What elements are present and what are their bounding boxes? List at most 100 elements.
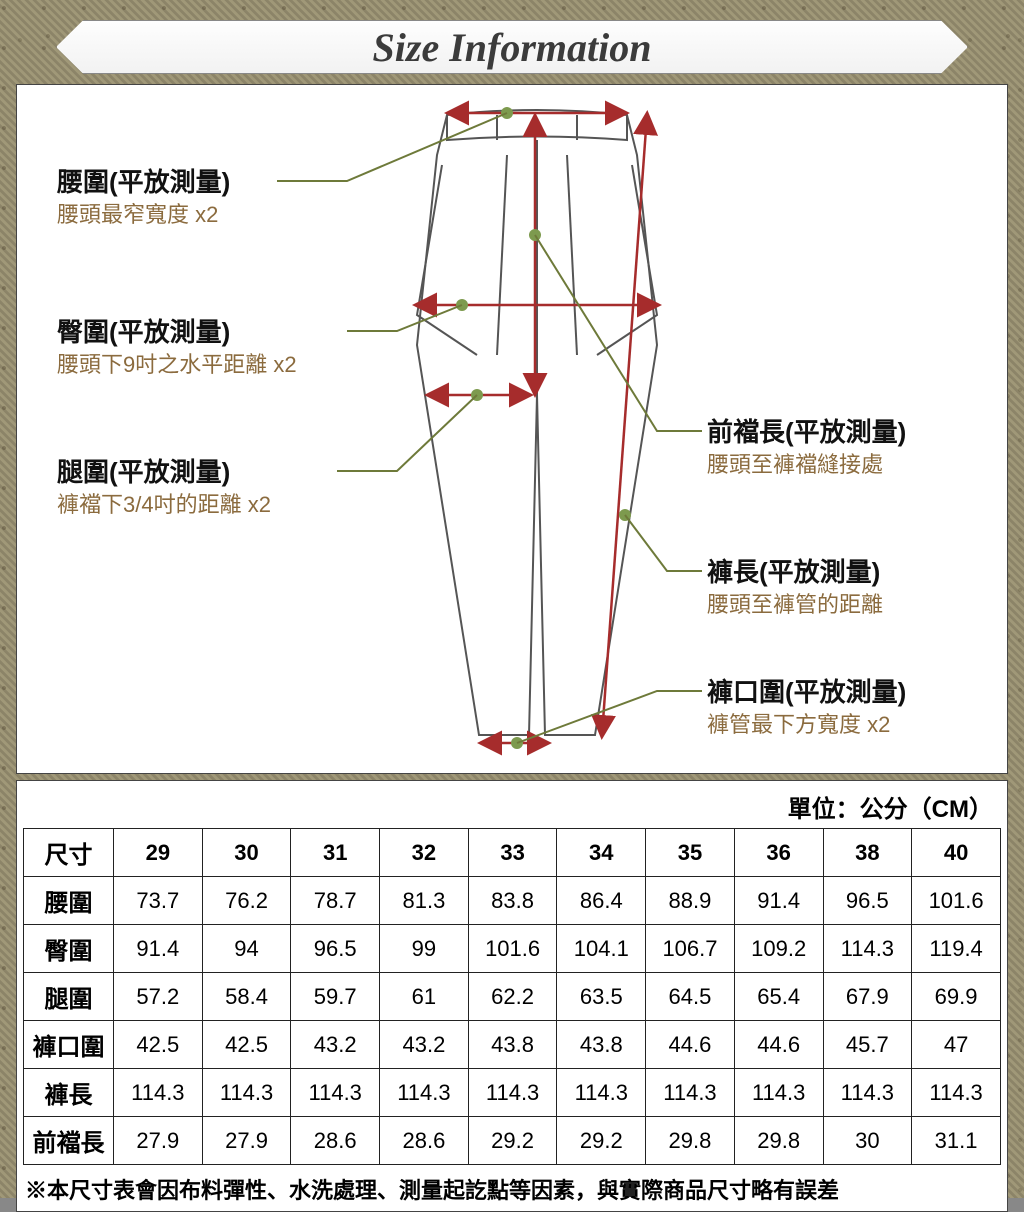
table-cell: 62.2 [468,973,557,1021]
table-cell: 43.2 [291,1021,380,1069]
callout-title: 腰圍(平放測量) [57,165,230,200]
table-header-col: 40 [912,829,1001,877]
table-cell: 43.8 [468,1021,557,1069]
callout-length: 褲長(平放測量) 腰頭至褲管的距離 [707,555,883,620]
table-cell: 57.2 [114,973,203,1021]
callout-title: 腿圍(平放測量) [57,455,271,490]
callout-hip: 臀圍(平放測量) 腰頭下9吋之水平距離 x2 [57,315,297,380]
callout-sub: 褲襠下3/4吋的距離 x2 [57,490,271,520]
page-title: Size Information [373,24,652,71]
table-header-col: 31 [291,829,380,877]
table-cell: 91.4 [114,925,203,973]
table-cell: 28.6 [291,1117,380,1165]
table-cell: 43.2 [380,1021,469,1069]
table-cell: 101.6 [912,877,1001,925]
table-cell: 30 [823,1117,912,1165]
table-cell: 114.3 [557,1069,646,1117]
table-cell: 91.4 [734,877,823,925]
table-cell: 63.5 [557,973,646,1021]
table-cell: 27.9 [114,1117,203,1165]
unit-label: 單位：公分（CM） [23,785,1001,828]
table-cell: 114.3 [823,925,912,973]
table-cell: 47 [912,1021,1001,1069]
callout-thigh: 腿圍(平放測量) 褲襠下3/4吋的距離 x2 [57,455,271,520]
outer-frame: Size Information [0,0,1024,1198]
table-cell: 29.8 [734,1117,823,1165]
callout-sub: 腰頭下9吋之水平距離 x2 [57,350,297,380]
callout-title: 褲口圍(平放測量) [707,675,906,710]
table-row: 臀圍91.49496.599101.6104.1106.7109.2114.31… [24,925,1001,973]
title-banner: Size Information [16,16,1008,78]
table-cell: 29.2 [468,1117,557,1165]
callout-sub: 腰頭至褲襠縫接處 [707,450,906,480]
callout-title: 前襠長(平放測量) [707,415,906,450]
table-header-col: 30 [202,829,291,877]
table-header-col: 32 [380,829,469,877]
table-row-label: 褲口圍 [24,1021,114,1069]
table-panel: 單位：公分（CM） 尺寸29303132333435363840 腰圍73.77… [16,780,1008,1212]
table-cell: 114.3 [114,1069,203,1117]
table-row: 腰圍73.776.278.781.383.886.488.991.496.510… [24,877,1001,925]
table-cell: 83.8 [468,877,557,925]
table-header-col: 36 [734,829,823,877]
size-table: 尺寸29303132333435363840 腰圍73.776.278.781.… [23,828,1001,1165]
table-cell: 42.5 [114,1021,203,1069]
table-cell: 67.9 [823,973,912,1021]
table-row-label: 前襠長 [24,1117,114,1165]
table-cell: 114.3 [468,1069,557,1117]
table-header-col: 34 [557,829,646,877]
table-cell: 81.3 [380,877,469,925]
table-cell: 101.6 [468,925,557,973]
table-cell: 96.5 [823,877,912,925]
table-cell: 88.9 [646,877,735,925]
diagram-panel: 腰圍(平放測量) 腰頭最窄寬度 x2 臀圍(平放測量) 腰頭下9吋之水平距離 x… [16,84,1008,774]
table-row: 褲口圍42.542.543.243.243.843.844.644.645.74… [24,1021,1001,1069]
table-row-label: 腰圍 [24,877,114,925]
table-cell: 28.6 [380,1117,469,1165]
table-cell: 104.1 [557,925,646,973]
table-cell: 73.7 [114,877,203,925]
table-cell: 96.5 [291,925,380,973]
table-cell: 114.3 [291,1069,380,1117]
table-cell: 29.8 [646,1117,735,1165]
table-cell: 42.5 [202,1021,291,1069]
table-cell: 114.3 [202,1069,291,1117]
table-cell: 114.3 [734,1069,823,1117]
table-row-label: 褲長 [24,1069,114,1117]
table-cell: 86.4 [557,877,646,925]
table-cell: 59.7 [291,973,380,1021]
callout-hem: 褲口圍(平放測量) 褲管最下方寬度 x2 [707,675,906,740]
table-cell: 109.2 [734,925,823,973]
table-cell: 29.2 [557,1117,646,1165]
table-cell: 114.3 [646,1069,735,1117]
callout-title: 臀圍(平放測量) [57,315,297,350]
table-row-label: 臀圍 [24,925,114,973]
table-row: 褲長114.3114.3114.3114.3114.3114.3114.3114… [24,1069,1001,1117]
table-header-size: 尺寸 [24,829,114,877]
table-cell: 114.3 [823,1069,912,1117]
callout-title: 褲長(平放測量) [707,555,883,590]
table-cell: 99 [380,925,469,973]
table-header-col: 29 [114,829,203,877]
table-row: 前襠長27.927.928.628.629.229.229.829.83031.… [24,1117,1001,1165]
table-cell: 58.4 [202,973,291,1021]
table-cell: 64.5 [646,973,735,1021]
table-cell: 44.6 [646,1021,735,1069]
pants-diagram [387,95,687,765]
table-cell: 43.8 [557,1021,646,1069]
table-cell: 114.3 [912,1069,1001,1117]
table-cell: 65.4 [734,973,823,1021]
table-cell: 76.2 [202,877,291,925]
table-cell: 94 [202,925,291,973]
table-cell: 114.3 [380,1069,469,1117]
callout-sub: 腰頭至褲管的距離 [707,590,883,620]
table-header-col: 33 [468,829,557,877]
table-cell: 44.6 [734,1021,823,1069]
table-cell: 69.9 [912,973,1001,1021]
table-cell: 106.7 [646,925,735,973]
table-row: 腿圍57.258.459.76162.263.564.565.467.969.9 [24,973,1001,1021]
callout-rise: 前襠長(平放測量) 腰頭至褲襠縫接處 [707,415,906,480]
table-cell: 45.7 [823,1021,912,1069]
table-row-label: 腿圍 [24,973,114,1021]
table-cell: 78.7 [291,877,380,925]
